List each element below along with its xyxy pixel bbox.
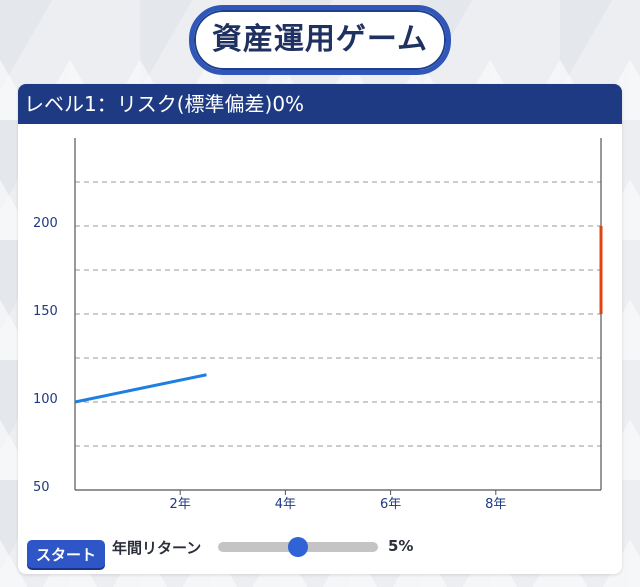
y-tick-label: 50 <box>33 480 50 495</box>
y-tick-label: 200 <box>33 216 58 231</box>
y-tick-label: 150 <box>33 304 58 319</box>
annual-return-slider[interactable] <box>218 537 378 557</box>
level-header: レベル1：リスク(標準偏差)0% <box>18 84 622 124</box>
app-title: 資産運用ゲーム <box>188 5 452 75</box>
x-tick-label: 4年 <box>275 497 296 512</box>
series-line <box>74 373 207 404</box>
start-button[interactable]: スタート <box>27 540 105 568</box>
y-tick-label: 100 <box>33 392 58 407</box>
slider-thumb[interactable] <box>288 537 308 557</box>
chart-ticks: 50 100 150 200 2年 4年 6年 8年 <box>33 216 506 512</box>
chart-series <box>74 373 207 404</box>
title-area: 資産運用ゲーム <box>0 0 640 80</box>
x-tick-label: 8年 <box>485 497 506 512</box>
game-panel: レベル1：リスク(標準偏差)0% <box>18 84 622 574</box>
x-tick-label: 2年 <box>170 497 191 512</box>
chart-grid <box>75 181 601 447</box>
x-tick-label: 6年 <box>380 497 401 512</box>
